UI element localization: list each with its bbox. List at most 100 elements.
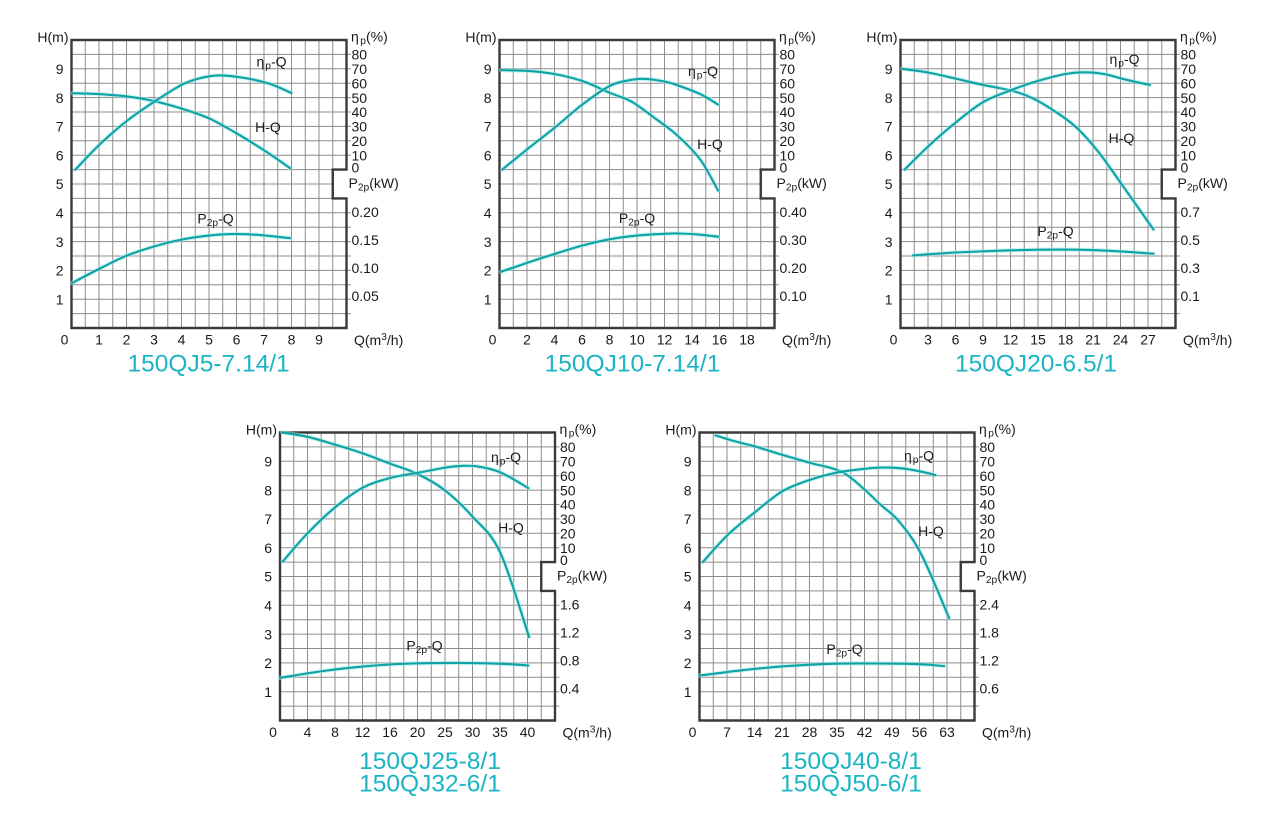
- svg-text:1: 1: [885, 291, 893, 307]
- svg-text:0: 0: [689, 724, 697, 740]
- svg-text:50: 50: [780, 90, 796, 106]
- svg-text:9: 9: [484, 61, 492, 77]
- svg-text:28: 28: [802, 724, 818, 740]
- svg-text:80: 80: [560, 439, 576, 455]
- svg-text:5: 5: [205, 332, 213, 348]
- svg-text:ηp(%): η p(%): [979, 421, 1016, 440]
- svg-text:20: 20: [410, 724, 426, 740]
- svg-text:0: 0: [1181, 159, 1189, 175]
- svg-text:16: 16: [382, 724, 398, 740]
- svg-text:40: 40: [1181, 104, 1197, 120]
- svg-text:60: 60: [980, 468, 996, 484]
- svg-text:35: 35: [492, 724, 508, 740]
- svg-text:7: 7: [264, 511, 272, 527]
- svg-text:10: 10: [980, 540, 996, 556]
- svg-text:21: 21: [774, 724, 790, 740]
- svg-text:P2p-Q: P2p-Q: [619, 210, 655, 229]
- svg-text:40: 40: [560, 497, 576, 513]
- svg-text:8: 8: [684, 482, 692, 498]
- svg-text:0.7: 0.7: [1181, 204, 1201, 220]
- svg-text:0.5: 0.5: [1181, 232, 1201, 248]
- svg-text:20: 20: [980, 526, 996, 542]
- svg-text:150QJ50-6/1: 150QJ50-6/1: [780, 770, 922, 797]
- svg-text:80: 80: [780, 47, 796, 63]
- svg-text:70: 70: [780, 61, 796, 77]
- svg-text:0: 0: [352, 159, 360, 175]
- svg-text:24: 24: [1113, 332, 1129, 348]
- svg-text:4: 4: [178, 332, 186, 348]
- svg-text:15: 15: [1030, 332, 1046, 348]
- svg-text:25: 25: [437, 724, 453, 740]
- svg-text:ηp(%): η p(%): [1180, 29, 1217, 48]
- svg-text:50: 50: [560, 482, 576, 498]
- svg-text:8: 8: [56, 90, 64, 106]
- svg-text:0: 0: [780, 159, 788, 175]
- svg-text:0: 0: [980, 552, 988, 568]
- svg-text:12: 12: [355, 724, 371, 740]
- svg-text:ηp-Q: ηp-Q: [256, 54, 286, 73]
- svg-text:40: 40: [520, 724, 536, 740]
- svg-text:2: 2: [264, 655, 272, 671]
- svg-text:1.6: 1.6: [560, 597, 580, 613]
- svg-text:9: 9: [315, 332, 323, 348]
- svg-text:7: 7: [723, 724, 731, 740]
- svg-text:3: 3: [924, 332, 932, 348]
- svg-text:49: 49: [884, 724, 900, 740]
- svg-text:9: 9: [885, 61, 893, 77]
- svg-text:H(m): H(m): [246, 422, 277, 438]
- svg-text:Q(m3/h): Q(m3/h): [1183, 332, 1232, 348]
- svg-text:3: 3: [885, 234, 893, 250]
- svg-text:150QJ32-6/1: 150QJ32-6/1: [359, 770, 501, 797]
- svg-text:10: 10: [780, 147, 796, 163]
- svg-text:H-Q: H-Q: [498, 520, 524, 536]
- svg-text:12: 12: [657, 332, 673, 348]
- svg-text:Q(m3/h): Q(m3/h): [354, 332, 403, 348]
- svg-text:0: 0: [560, 552, 568, 568]
- svg-text:0.4: 0.4: [560, 681, 580, 697]
- svg-text:80: 80: [352, 47, 368, 63]
- svg-text:1: 1: [95, 332, 103, 348]
- svg-text:H-Q: H-Q: [697, 136, 723, 152]
- svg-text:H(m): H(m): [465, 29, 496, 45]
- svg-text:12: 12: [1003, 332, 1019, 348]
- svg-text:70: 70: [980, 454, 996, 470]
- svg-text:ηp(%): η p(%): [560, 421, 597, 440]
- svg-text:P2p(kW): P2p(kW): [349, 175, 399, 194]
- svg-text:1: 1: [264, 684, 272, 700]
- svg-text:20: 20: [1181, 133, 1197, 149]
- svg-text:63: 63: [939, 724, 955, 740]
- svg-text:3: 3: [484, 234, 492, 250]
- svg-text:ηp-Q: ηp-Q: [688, 63, 718, 82]
- svg-text:3: 3: [684, 626, 692, 642]
- svg-text:5: 5: [264, 569, 272, 585]
- svg-text:80: 80: [1181, 47, 1197, 63]
- svg-text:20: 20: [780, 133, 796, 149]
- svg-text:9: 9: [264, 454, 272, 470]
- svg-text:ηp(%): η p(%): [779, 29, 816, 48]
- svg-text:P2p-Q: P2p-Q: [1037, 223, 1073, 242]
- svg-text:5: 5: [885, 176, 893, 192]
- svg-text:5: 5: [684, 569, 692, 585]
- svg-text:27: 27: [1140, 332, 1156, 348]
- svg-text:7: 7: [260, 332, 268, 348]
- svg-text:Q(m3/h): Q(m3/h): [982, 724, 1031, 740]
- svg-text:0: 0: [61, 332, 69, 348]
- svg-text:30: 30: [980, 511, 996, 527]
- svg-text:6: 6: [264, 540, 272, 556]
- svg-text:2: 2: [484, 263, 492, 279]
- svg-text:20: 20: [352, 133, 368, 149]
- svg-text:ηp-Q: ηp-Q: [491, 449, 521, 468]
- svg-text:3: 3: [150, 332, 158, 348]
- svg-text:P2p(kW): P2p(kW): [777, 175, 827, 194]
- svg-text:60: 60: [1181, 75, 1197, 91]
- svg-text:8: 8: [484, 90, 492, 106]
- svg-text:6: 6: [684, 540, 692, 556]
- svg-text:14: 14: [684, 332, 700, 348]
- svg-text:70: 70: [1181, 61, 1197, 77]
- svg-text:0: 0: [890, 332, 898, 348]
- svg-text:7: 7: [684, 511, 692, 527]
- svg-text:P2p(kW): P2p(kW): [557, 568, 607, 587]
- svg-text:14: 14: [747, 724, 763, 740]
- svg-text:8: 8: [331, 724, 339, 740]
- svg-text:ηp-Q: ηp-Q: [904, 448, 934, 467]
